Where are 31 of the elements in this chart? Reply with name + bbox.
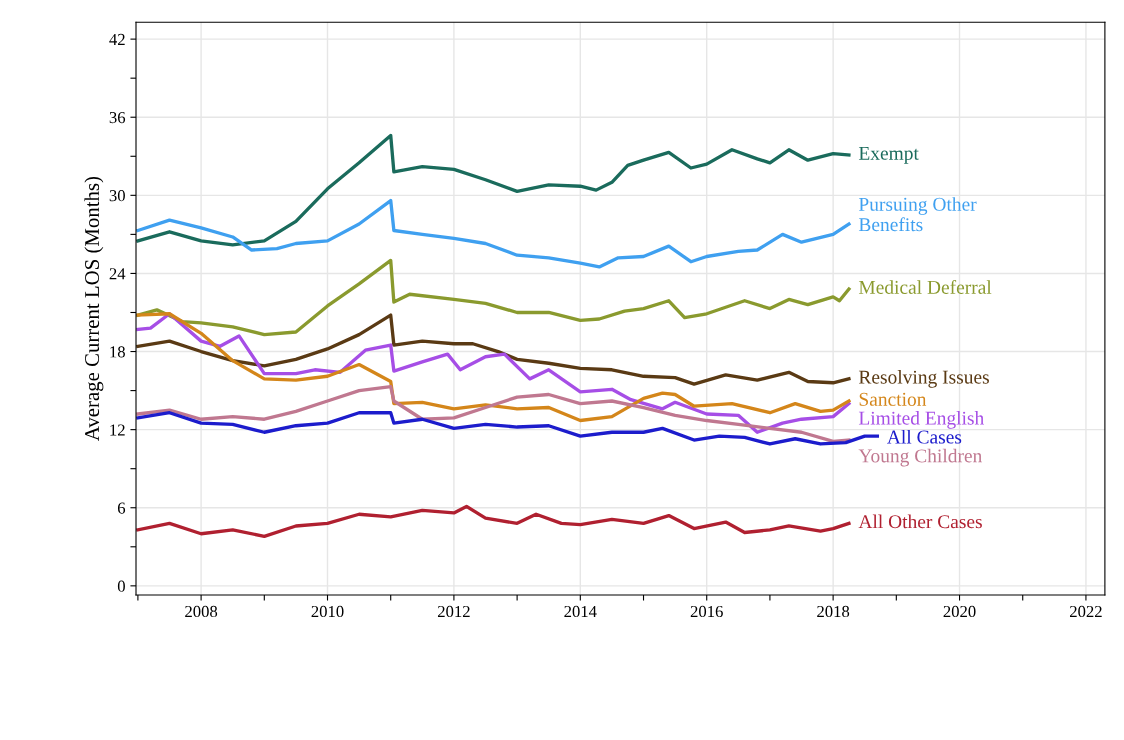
series-label: Young Children bbox=[858, 448, 982, 467]
series-label: All Other Cases bbox=[858, 514, 982, 529]
y-axis-title: Average Current LOS (Months) bbox=[84, 176, 104, 441]
y-tick-label: 42 bbox=[109, 33, 125, 45]
x-tick-label: 2010 bbox=[311, 605, 344, 618]
y-tick-label: 18 bbox=[110, 346, 125, 358]
x-tick-label: 2022 bbox=[1070, 605, 1102, 618]
x-tick-label: 2008 bbox=[185, 605, 218, 618]
line-series bbox=[136, 504, 851, 539]
series-label: Pursuing Other Benefits bbox=[858, 197, 977, 232]
x-tick-label: 2016 bbox=[690, 605, 723, 618]
series-label: Sanction bbox=[859, 392, 927, 406]
x-tick-label: 2020 bbox=[943, 605, 976, 618]
y-tick-label: 36 bbox=[109, 111, 126, 124]
line-series bbox=[136, 133, 851, 247]
x-tick-label: 2018 bbox=[817, 605, 850, 618]
y-tick-label: 30 bbox=[109, 190, 125, 202]
x-tick-label: 2012 bbox=[437, 605, 470, 618]
series-label: Resolving Issues bbox=[858, 370, 989, 388]
y-tick-label: 24 bbox=[109, 268, 126, 280]
y-tick-label: 0 bbox=[117, 580, 125, 592]
series-label: Exempt bbox=[858, 146, 919, 164]
series-label: Medical Deferral bbox=[858, 280, 992, 294]
series-label: Limited English bbox=[858, 411, 984, 429]
x-tick-label: 2014 bbox=[564, 605, 597, 618]
line-series bbox=[136, 385, 851, 444]
line-series bbox=[136, 313, 851, 386]
series-label: All Cases bbox=[887, 429, 962, 444]
line-series bbox=[136, 198, 851, 269]
y-tick-label: 12 bbox=[110, 424, 125, 436]
y-tick-label: 6 bbox=[117, 502, 126, 514]
